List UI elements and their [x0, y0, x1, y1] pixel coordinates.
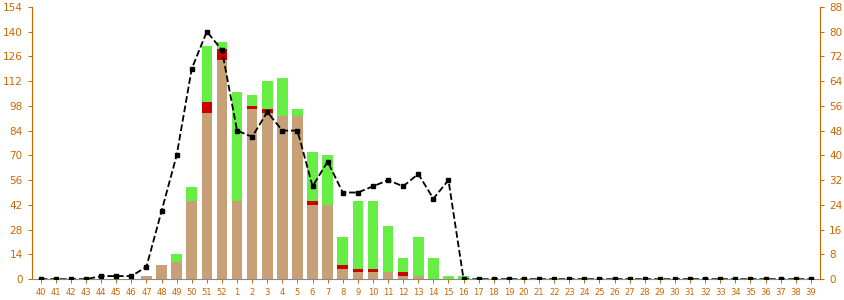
Bar	[262, 81, 273, 110]
Bar	[292, 110, 302, 116]
Bar	[398, 258, 408, 272]
Bar	[202, 113, 212, 279]
Bar	[246, 95, 257, 106]
Bar	[141, 276, 152, 279]
Bar	[202, 46, 212, 102]
Bar	[337, 268, 348, 279]
Bar	[156, 265, 166, 279]
Bar	[382, 272, 392, 279]
Bar	[216, 42, 227, 49]
Bar	[352, 268, 363, 272]
Bar	[187, 187, 197, 201]
Bar	[231, 201, 242, 279]
Bar	[398, 276, 408, 279]
Bar	[367, 201, 378, 268]
Bar	[307, 205, 317, 279]
Bar	[322, 205, 333, 279]
Bar	[398, 272, 408, 276]
Bar	[337, 265, 348, 268]
Bar	[171, 262, 181, 279]
Bar	[171, 254, 181, 262]
Bar	[246, 106, 257, 110]
Bar	[352, 272, 363, 279]
Bar	[262, 110, 273, 113]
Bar	[428, 258, 438, 279]
Bar	[457, 276, 468, 279]
Bar	[262, 113, 273, 279]
Bar	[442, 276, 453, 279]
Bar	[292, 116, 302, 279]
Bar	[322, 155, 333, 205]
Bar	[413, 276, 423, 279]
Bar	[307, 201, 317, 205]
Bar	[246, 110, 257, 279]
Bar	[352, 201, 363, 268]
Bar	[216, 60, 227, 279]
Bar	[216, 49, 227, 60]
Bar	[307, 152, 317, 201]
Bar	[367, 272, 378, 279]
Bar	[413, 237, 423, 276]
Bar	[277, 77, 287, 116]
Bar	[187, 201, 197, 279]
Bar	[277, 116, 287, 279]
Bar	[231, 92, 242, 201]
Bar	[367, 268, 378, 272]
Bar	[382, 226, 392, 272]
Bar	[202, 102, 212, 113]
Bar	[337, 237, 348, 265]
